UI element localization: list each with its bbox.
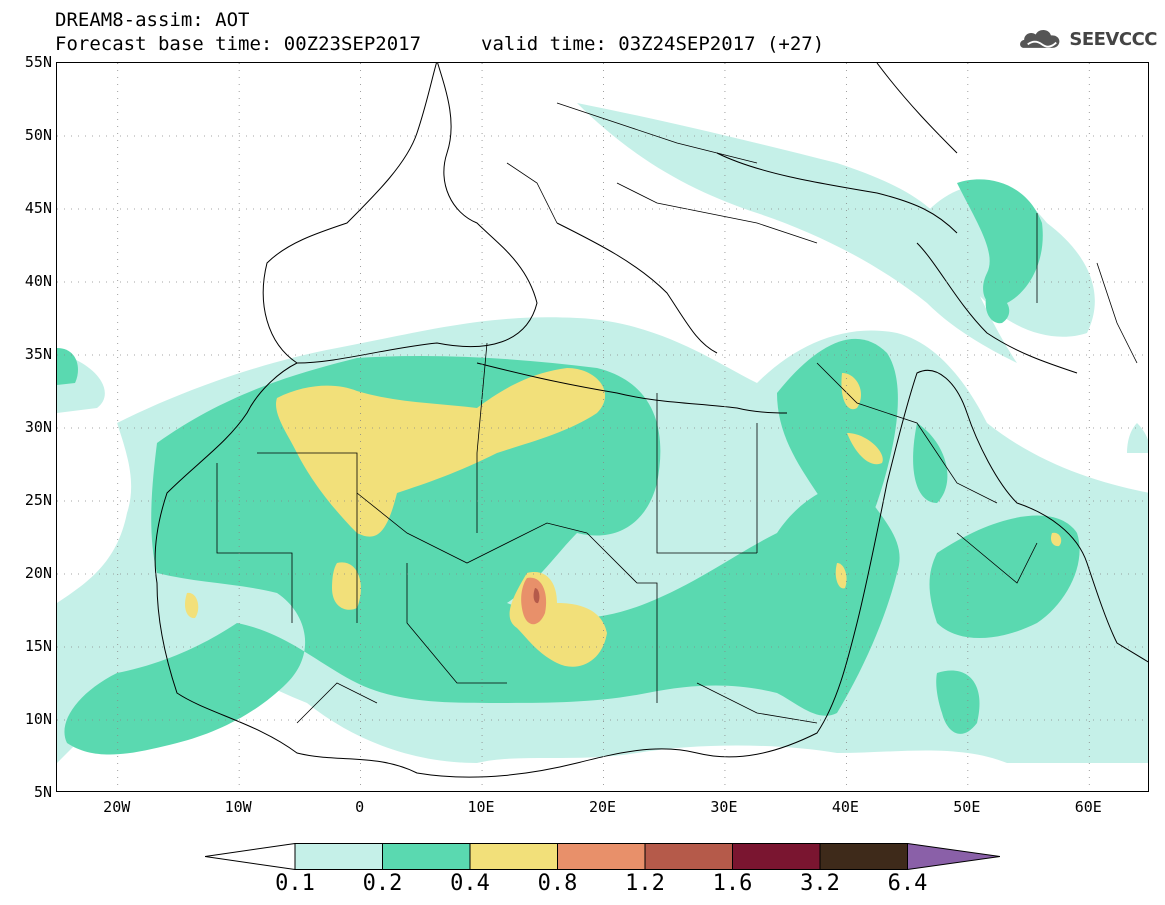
lat-label: 40N xyxy=(24,272,52,290)
lat-label: 20N xyxy=(24,564,52,582)
logo-text: SEEVCCC xyxy=(1069,28,1157,50)
lon-label: 60E xyxy=(1074,798,1102,816)
lat-label: 50N xyxy=(24,126,52,144)
colorbar-box xyxy=(644,843,733,870)
colorbar-label: 0.4 xyxy=(450,871,490,896)
lon-label: 10E xyxy=(467,798,495,816)
lat-label: 5N xyxy=(33,783,52,801)
colorbar-box xyxy=(294,843,383,870)
colorbar-under-triangle xyxy=(205,843,296,870)
colorbar-box xyxy=(382,843,471,870)
lat-label: 25N xyxy=(24,491,52,509)
lon-label: 30E xyxy=(710,798,738,816)
colorbar-label: 6.4 xyxy=(887,871,928,896)
colorbar-box xyxy=(469,843,558,870)
seevccc-logo: SEEVCCC xyxy=(1017,24,1157,54)
aot-field-peak xyxy=(533,588,540,604)
colorbar-label: 1.6 xyxy=(712,871,753,896)
lat-label: 55N xyxy=(24,53,52,71)
colorbar-over-triangle xyxy=(907,843,1000,870)
valid-time: valid time: 03Z24SEP2017 (+27) xyxy=(481,33,825,55)
lon-label: 0 xyxy=(355,798,365,816)
lon-label: 50E xyxy=(953,798,981,816)
colorbar-label: 0.8 xyxy=(537,871,578,896)
country-borders xyxy=(216,102,1138,724)
lat-label: 45N xyxy=(24,199,52,217)
lon-label: 40E xyxy=(831,798,859,816)
lat-label: 10N xyxy=(24,710,52,728)
map-title: DREAM8-assim: AOT xyxy=(55,9,250,31)
aot-map xyxy=(57,63,1148,791)
forecast-times: Forecast base time: 00Z23SEP2017 valid ti… xyxy=(55,33,824,55)
lon-label: 20W xyxy=(103,798,131,816)
graticule xyxy=(57,63,1148,791)
lat-label: 15N xyxy=(24,637,52,655)
colorbar-label: 0.1 xyxy=(275,871,315,896)
colorbar-label: 3.2 xyxy=(800,871,840,896)
lon-label: 10W xyxy=(224,798,252,816)
lat-label: 30N xyxy=(24,418,52,436)
colorbar-box xyxy=(732,843,821,870)
aot-field-very-high xyxy=(521,577,547,625)
colorbar-label: 0.2 xyxy=(362,871,403,896)
cloud-logo-icon xyxy=(1020,29,1060,48)
map-panel xyxy=(56,62,1149,792)
lon-label: 20E xyxy=(588,798,617,816)
colorbar-box xyxy=(819,843,908,870)
lat-label: 35N xyxy=(24,345,52,363)
aot-colorbar xyxy=(205,843,1000,870)
colorbar-label: 1.2 xyxy=(625,871,665,896)
colorbar-box xyxy=(557,843,646,870)
base-time: Forecast base time: 00Z23SEP2017 xyxy=(55,33,422,55)
